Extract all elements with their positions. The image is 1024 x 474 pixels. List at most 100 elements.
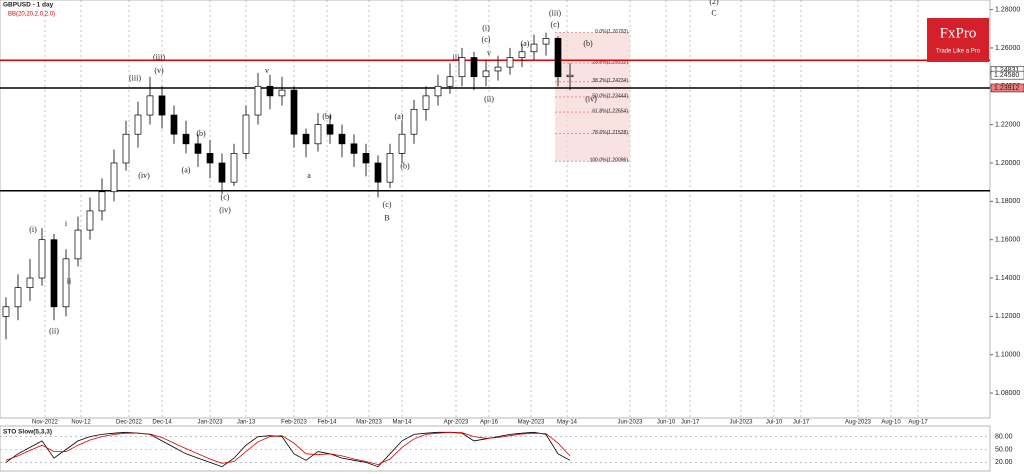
candle-body bbox=[398, 133, 406, 154]
candle-body bbox=[434, 85, 442, 97]
wave-label: iii bbox=[453, 52, 460, 61]
x-tick-label: Feb-2023 bbox=[281, 420, 307, 426]
candle-body bbox=[386, 153, 394, 183]
x-tick-label: Nov-2022 bbox=[32, 420, 59, 426]
candle-body bbox=[62, 258, 70, 308]
stochastic-line bbox=[5, 431, 571, 468]
wave-label: (iii) bbox=[129, 73, 141, 82]
candle-body bbox=[470, 57, 478, 78]
x-tick-label: Dec-2022 bbox=[116, 420, 143, 426]
candle-body bbox=[446, 76, 454, 87]
candle-body bbox=[278, 89, 286, 97]
wave-label: (b) bbox=[322, 112, 332, 121]
price-tag-label: 1.24580 bbox=[994, 72, 1019, 79]
candle-body bbox=[374, 162, 382, 183]
logo-box bbox=[927, 18, 989, 62]
x-tick-label: Mar-14 bbox=[392, 420, 412, 426]
wave-label: (v) bbox=[154, 66, 164, 75]
x-tick-label: Aug-10 bbox=[881, 420, 901, 426]
y-tick-label: 50.00 bbox=[995, 446, 1013, 453]
candle-body bbox=[290, 89, 298, 135]
candle-body bbox=[230, 153, 238, 183]
candle-body bbox=[26, 277, 34, 288]
wave-label: i bbox=[65, 219, 68, 228]
y-tick-label: 1.14000 bbox=[995, 275, 1020, 282]
y-tick-label: 1.08000 bbox=[995, 390, 1020, 397]
wave-label: (iii) bbox=[153, 52, 165, 61]
fib-label: 61.8%(1.22654) bbox=[592, 108, 628, 114]
x-tick-label: Jun-2023 bbox=[617, 420, 643, 426]
candle-body bbox=[170, 114, 178, 135]
candle-body bbox=[2, 306, 10, 317]
wave-label: B bbox=[384, 213, 389, 222]
candle-body bbox=[542, 37, 550, 45]
wave-label: (c) bbox=[482, 35, 491, 44]
fib-label: 38.2%(1.24234) bbox=[592, 78, 628, 84]
wave-label: (c) bbox=[221, 192, 230, 201]
y-tick-label: 1.12000 bbox=[995, 313, 1020, 320]
candle-body bbox=[134, 114, 142, 135]
chart-title: GBPUSD - 1 day bbox=[3, 2, 54, 9]
candle-body bbox=[194, 143, 202, 154]
candle-body bbox=[482, 70, 490, 78]
wave-label: a bbox=[307, 171, 311, 180]
price-tag-label: 1.24831 bbox=[994, 67, 1019, 74]
y-tick-label: 20.00 bbox=[995, 459, 1013, 466]
fib-label: 23.6%(1.25212) bbox=[592, 59, 628, 65]
x-tick-label: Jan-2023 bbox=[197, 420, 223, 426]
candle-body bbox=[14, 287, 22, 308]
wave-label: (2) bbox=[709, 0, 719, 6]
candle-body bbox=[566, 74, 574, 78]
candle-body bbox=[98, 191, 106, 212]
wave-label: v bbox=[487, 49, 491, 58]
wave-label: (i) bbox=[482, 24, 490, 33]
fib-label: 50.0%(1.23444) bbox=[592, 93, 628, 99]
wave-label: (ii) bbox=[484, 95, 494, 104]
wave-label: (c) bbox=[383, 200, 392, 209]
indicator-label: BB(20,20,2.0,2.0) bbox=[8, 12, 55, 18]
candle-body bbox=[182, 133, 190, 145]
y-tick-label: 1.26000 bbox=[995, 45, 1020, 52]
x-tick-label: Apr-2023 bbox=[444, 420, 469, 426]
candle-body bbox=[122, 133, 130, 164]
wave-label: C bbox=[711, 8, 716, 17]
candle-body bbox=[350, 143, 358, 154]
x-tick-label: Dec-14 bbox=[152, 420, 172, 426]
y-tick-label: 1.18000 bbox=[995, 198, 1020, 205]
candle-body bbox=[302, 133, 310, 145]
wave-label: (a) bbox=[521, 39, 530, 48]
plot-frame bbox=[0, 0, 991, 419]
x-tick-label: Mar-2023 bbox=[356, 420, 382, 426]
candle-body bbox=[422, 95, 430, 110]
x-tick-label: Jul-17 bbox=[793, 420, 810, 426]
price-tag-label: 1.23912 bbox=[994, 85, 1019, 92]
candle-body bbox=[530, 43, 538, 53]
y-tick-label: 1.16000 bbox=[995, 237, 1020, 244]
candle-body bbox=[266, 85, 274, 97]
price-tag bbox=[990, 83, 1024, 93]
x-tick-label: Jun-17 bbox=[681, 420, 700, 426]
stochastic-title: STO Slow(5,3,3) bbox=[3, 429, 52, 436]
candle-body bbox=[326, 124, 334, 135]
y-tick-label: 1.22000 bbox=[995, 121, 1020, 128]
candle-body bbox=[38, 239, 46, 279]
candle-body bbox=[254, 85, 262, 116]
x-tick-label: Nov-12 bbox=[71, 420, 91, 426]
wave-label: (b) bbox=[583, 39, 593, 48]
candle-body bbox=[86, 210, 94, 231]
candle-body bbox=[506, 57, 514, 68]
candle-body bbox=[410, 108, 418, 135]
wave-label: (iv) bbox=[219, 206, 231, 215]
wave-label: (iii) bbox=[549, 8, 561, 17]
wave-label: (a) bbox=[395, 112, 404, 121]
candle-body bbox=[50, 239, 58, 308]
x-tick-label: Jan-13 bbox=[237, 420, 256, 426]
wave-label: (b) bbox=[196, 129, 206, 138]
price-tag bbox=[990, 70, 1024, 80]
x-tick-label: Jul-2023 bbox=[729, 420, 753, 426]
wave-label: ii bbox=[67, 277, 72, 286]
fib-label: 100.0%(1.20096) bbox=[590, 157, 629, 163]
x-tick-label: Jun-10 bbox=[657, 420, 676, 426]
